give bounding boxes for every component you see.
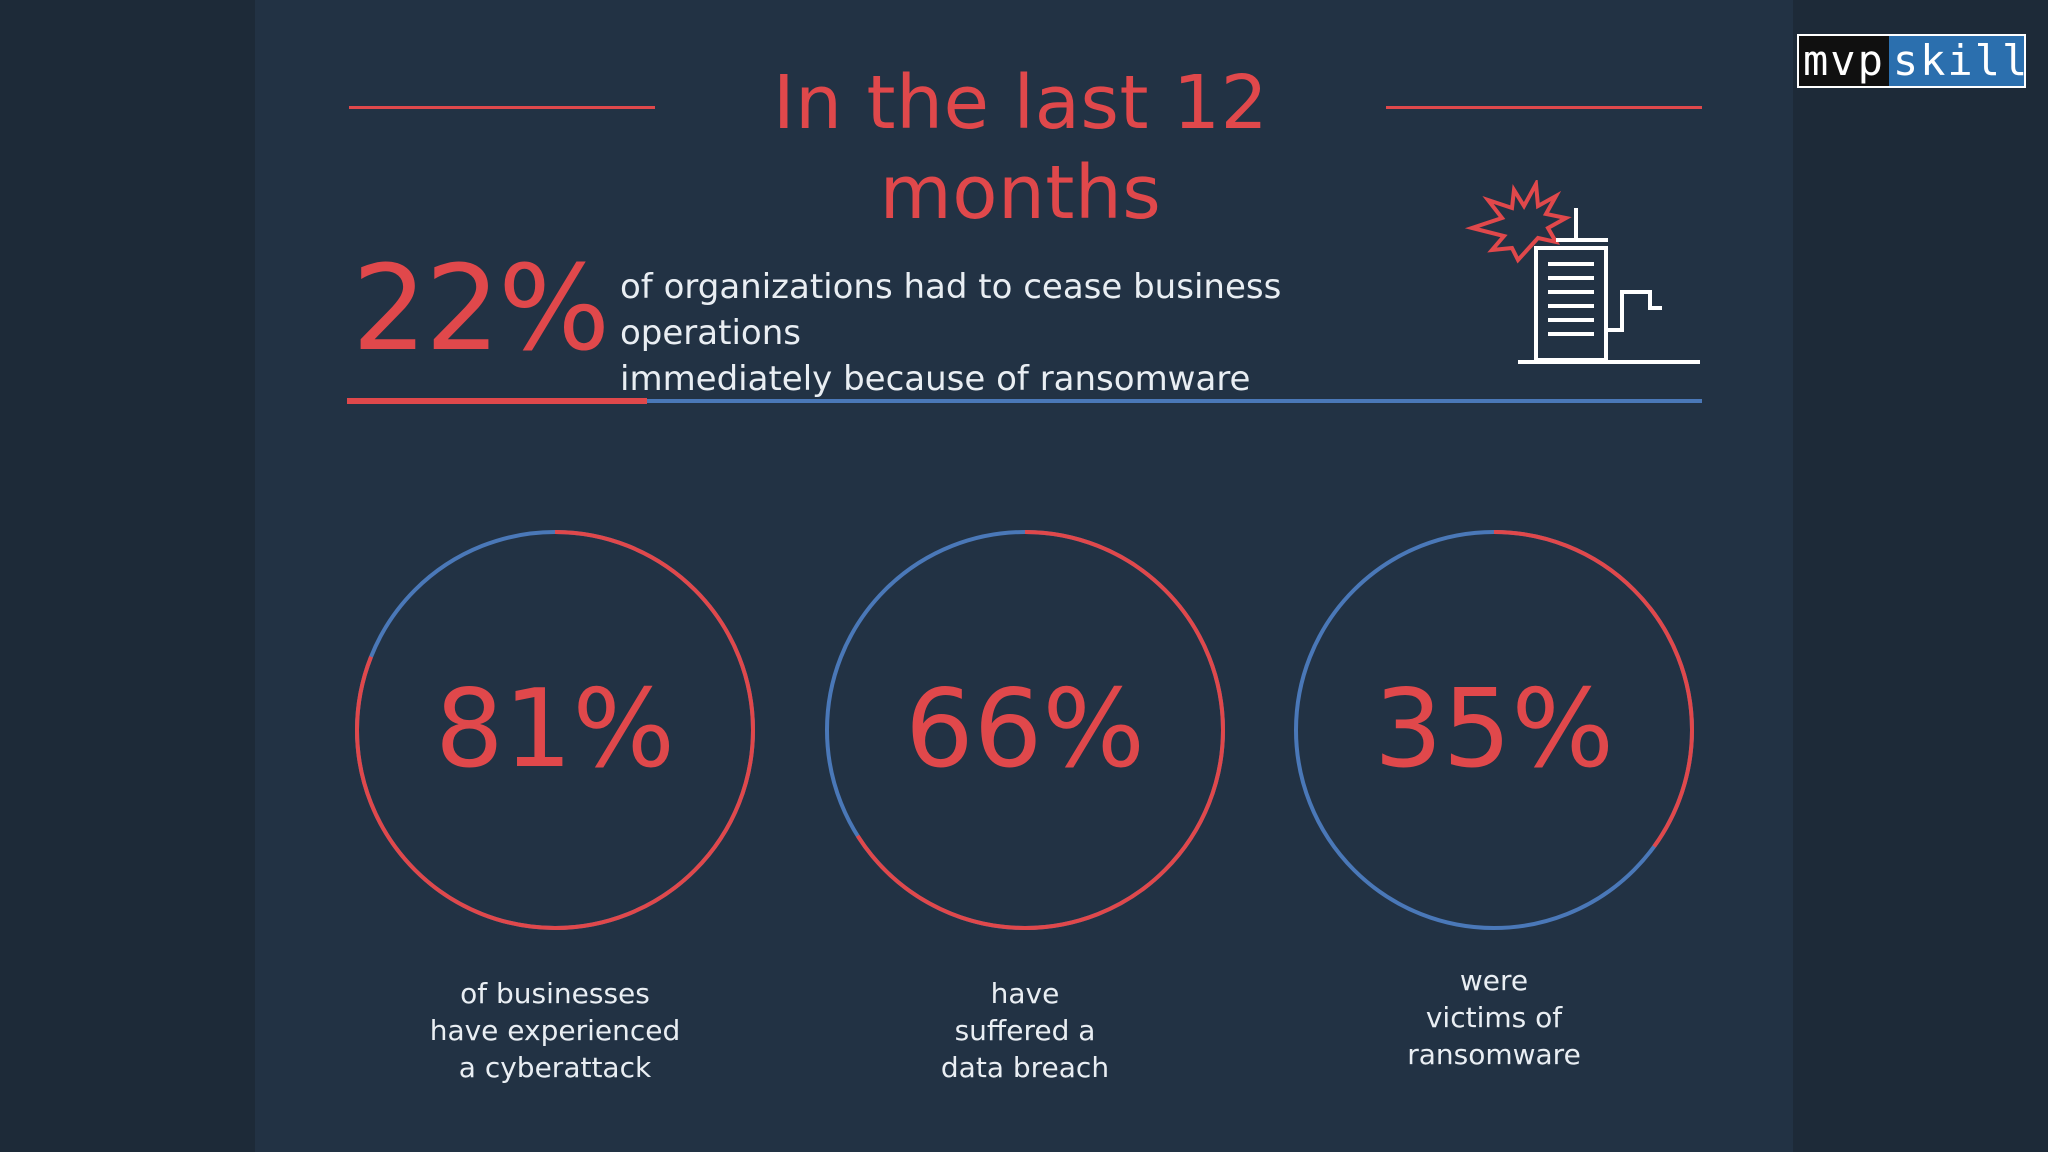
ring-3-caption-line-2: victims of	[1425, 1001, 1563, 1034]
ring-1-caption-line-3: a cyberattack	[458, 1051, 652, 1084]
ring-3-value: 35%	[1373, 667, 1615, 792]
ring-2-value: 66%	[904, 667, 1146, 792]
headline-stat-description: of organizations had to cease business o…	[620, 264, 1440, 402]
mvpskill-logo: mvp skill	[1797, 34, 2026, 88]
ring-3-arc	[1294, 530, 1694, 930]
ring-2-arc	[825, 530, 1225, 930]
divider-red-segment	[347, 398, 647, 404]
explosion-burst	[1464, 180, 1572, 264]
ring-2-caption-line-2: suffered a	[954, 1014, 1096, 1047]
logo-skill-text: skill	[1888, 36, 2024, 86]
title-rule-left	[349, 106, 655, 109]
ring-2	[825, 530, 1225, 930]
ring-1-caption: of businesses have experienced a cyberat…	[345, 975, 765, 1086]
ring-1-caption-line-2: have experienced	[429, 1014, 681, 1047]
ring-1-arc	[355, 530, 755, 930]
ring-3	[1294, 530, 1694, 930]
ring-2-caption-line-1: have	[990, 977, 1060, 1010]
right-margin	[1793, 0, 2048, 1152]
ring-1-value: 81%	[434, 667, 676, 792]
left-margin	[0, 0, 255, 1152]
logo-mvp-text: mvp	[1799, 36, 1889, 86]
ring-1-caption-line-1: of businesses	[460, 977, 650, 1010]
ring-2-caption-line-3: data breach	[940, 1051, 1110, 1084]
ring-1	[355, 530, 755, 930]
headline-line-1: of organizations had to cease business o…	[620, 267, 1282, 353]
building-explosion-icon	[1464, 180, 1700, 364]
title-rule-right	[1386, 106, 1702, 109]
page-title: In the last 12 months	[772, 60, 1269, 236]
divider-blue-segment	[647, 399, 1702, 403]
ring-2-caption: have suffered a data breach	[815, 975, 1235, 1086]
ring-3-caption: were victims of ransomware	[1284, 962, 1704, 1073]
headline-line-2: immediately because of ransomware	[620, 359, 1251, 399]
ring-3-caption-line-1: were	[1459, 964, 1529, 997]
ring-3-caption-line-3: ransomware	[1407, 1038, 1581, 1071]
headline-stat-value: 22%	[352, 239, 610, 377]
